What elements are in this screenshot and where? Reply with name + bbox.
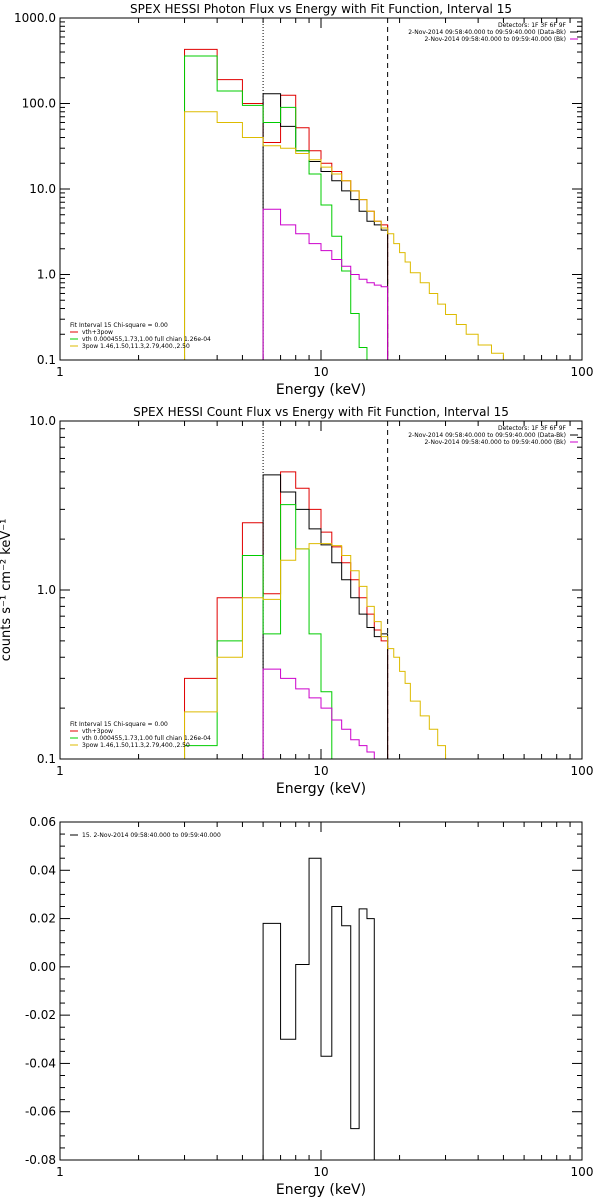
chart-panel-1: SPEX HESSI Photon Flux vs Energy with Fi… [14, 2, 593, 398]
chart-panel-2: SPEX HESSI Count Flux vs Energy with Fit… [0, 405, 593, 797]
y-tick-label: 0.06 [29, 815, 56, 829]
chart-title: SPEX HESSI Count Flux vs Energy with Fit… [133, 405, 509, 419]
header-text: 2-Nov-2014 09:58:40.000 to 09:59:40.000 … [424, 36, 566, 43]
legend-entry: vth 0.000455,1.73,1.00 full chian 1.26e-… [82, 336, 211, 343]
y-tick-label: 0.02 [29, 912, 56, 926]
x-tick-label: 10 [313, 365, 328, 379]
y-tick-label: 1000.0 [14, 11, 56, 25]
histogram-series-2 [262, 93, 389, 360]
y-tick-label: 10.0 [29, 414, 56, 428]
y-tick-label: 0.1 [37, 353, 56, 367]
legend-entry: 3pow 1.46,1.50,11.3,2.79,400.,2.50 [82, 343, 190, 350]
x-tick-label: 1 [56, 365, 64, 379]
header-text: 2-Nov-2014 09:58:40.000 to 09:59:40.000 … [408, 29, 566, 36]
histogram-series-2 [262, 474, 389, 759]
y-axis-label: counts s⁻¹ cm⁻² keV⁻¹ [0, 519, 14, 662]
y-tick-label: -0.06 [25, 1105, 56, 1119]
x-axis-label: Energy (keV) [276, 1182, 366, 1198]
histogram-series-3 [184, 504, 342, 759]
header-text: Detectors: 1F 3F 6F 9F [498, 22, 567, 29]
x-tick-label: 10 [313, 764, 328, 778]
header-text: 2-Nov-2014 09:58:40.000 to 09:59:40.000 … [408, 432, 566, 439]
histogram-series-1 [184, 471, 389, 759]
histogram-series-3 [184, 55, 368, 360]
plot-frame [59, 821, 583, 1161]
x-tick-label: 10 [313, 1165, 328, 1179]
legend-title: Fit Interval 15 Chi-square = 0.00 [70, 721, 168, 728]
legend-title: Fit Interval 15 Chi-square = 0.00 [70, 322, 168, 329]
y-tick-label: 100.0 [22, 97, 56, 111]
legend-entry: vth 0.000455,1.73,1.00 full chian 1.26e-… [82, 735, 211, 742]
histogram-series-5 [262, 208, 389, 360]
y-tick-label: 0.04 [29, 863, 56, 877]
y-tick-label: 0.00 [29, 960, 56, 974]
x-axis-label: Energy (keV) [276, 382, 366, 398]
x-tick-label: 1 [56, 1165, 64, 1179]
y-tick-label: 10.0 [29, 182, 56, 196]
histogram-series-5 [262, 668, 389, 759]
plot-frame [59, 17, 583, 361]
y-tick-label: -0.04 [25, 1056, 56, 1070]
histogram-series-4 [184, 543, 457, 759]
y-tick-label: 0.1 [37, 752, 56, 766]
y-tick-label: -0.02 [25, 1008, 56, 1022]
legend-entry: 3pow 1.46,1.50,11.3,2.79,400.,2.50 [82, 742, 190, 749]
legend-entry: vth+3pow [82, 329, 113, 336]
histogram-series-4 [184, 111, 543, 360]
x-tick-label: 100 [571, 1165, 594, 1179]
legend-entry: 15. 2-Nov-2014 09:58:40.000 to 09:59:40.… [82, 832, 221, 839]
x-axis-label: Energy (keV) [276, 781, 366, 797]
y-tick-label: -0.08 [25, 1153, 56, 1167]
header-text: Detectors: 1F 3F 6F 9F [498, 425, 567, 432]
chart-title: SPEX HESSI Photon Flux vs Energy with Fi… [130, 2, 512, 16]
plot-frame [59, 420, 583, 760]
y-tick-label: 1.0 [37, 268, 56, 282]
x-tick-label: 100 [571, 365, 594, 379]
histogram-series-1 [262, 857, 375, 1160]
x-tick-label: 1 [56, 764, 64, 778]
y-tick-label: 1.0 [37, 583, 56, 597]
chart-panel-3: 1 10 100 Energy (keV) -0.08 -0.06 -0.04 -0.02 0.… [25, 815, 594, 1198]
header-text: 2-Nov-2014 09:58:40.000 to 09:59:40.000 … [424, 439, 566, 446]
x-tick-label: 100 [571, 764, 594, 778]
legend-entry: vth+3pow [82, 728, 113, 735]
